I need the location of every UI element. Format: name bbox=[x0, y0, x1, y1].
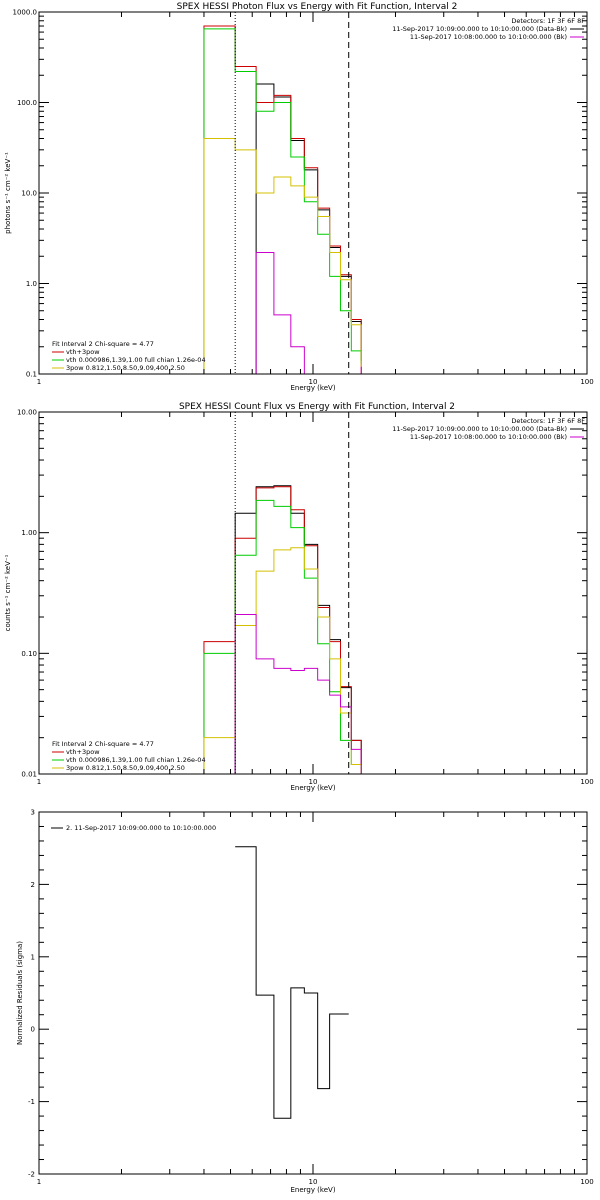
interval-data-label: 11-Sep-2017 10:09:00.000 to 10:10:00.000… bbox=[392, 25, 567, 33]
photon-flux-chart: SPEX HESSI Photon Flux vs Energy with Fi… bbox=[4, 2, 594, 392]
legend-label-3pow: 3pow 0.812,1.50,8.50,9.09,400,2.50 bbox=[66, 764, 185, 772]
interval-bk-label: 11-Sep-2017 10:08:00.000 to 10:10:00.000… bbox=[410, 33, 567, 41]
threshold-lines bbox=[234, 12, 350, 374]
header-block: Detectors: 1F 3F 6F 8F 11-Sep-2017 10:09… bbox=[392, 17, 585, 41]
legend: Fit Interval 2 Chi-square = 4.77 vth+3po… bbox=[52, 740, 206, 772]
series-data-bk bbox=[234, 485, 362, 774]
x-tick-label: 100 bbox=[580, 378, 593, 386]
series-layer bbox=[203, 25, 362, 375]
x-tick-label: 100 bbox=[580, 778, 593, 786]
x-tick-label: 10 bbox=[309, 1178, 318, 1186]
plot-frame bbox=[38, 411, 588, 775]
legend: Fit Interval 2 Chi-square = 4.77 vth+3po… bbox=[52, 340, 206, 372]
detectors-label: Detectors: 1F 3F 6F 8F bbox=[511, 17, 585, 25]
series-3pow bbox=[203, 547, 362, 774]
legend-label-3pow: 3pow 0.812,1.50,8.50,9.09,400,2.50 bbox=[66, 364, 185, 372]
x-tick-label: 100 bbox=[580, 1178, 593, 1186]
chart-title: SPEX HESSI Photon Flux vs Energy with Fi… bbox=[177, 2, 458, 12]
y-tick-label: 0.1 bbox=[26, 371, 37, 379]
y-tick-label: 2 bbox=[31, 881, 35, 889]
series-vth-3pow bbox=[203, 486, 362, 774]
series-2 bbox=[235, 846, 349, 1119]
y-axis-ticks: 0.1 1.0 10.0 100.0 1000.0 bbox=[13, 9, 587, 379]
x-axis-label: Energy (keV) bbox=[290, 784, 335, 792]
detectors-label: Detectors: 1F 3F 6F 8F bbox=[511, 417, 585, 425]
legend-fit-info: Fit Interval 2 Chi-square = 4.77 bbox=[52, 740, 154, 748]
legend: 2. 11-Sep-2017 10:09:00.000 to 10:10:00.… bbox=[51, 824, 216, 832]
series-data-bk bbox=[255, 83, 362, 374]
y-axis-label: photons s⁻¹ cm⁻² keV⁻¹ bbox=[4, 152, 12, 234]
y-tick-label: 1.0 bbox=[26, 280, 37, 288]
x-tick-label: 1 bbox=[37, 778, 41, 786]
x-axis-ticks: 1 10 100 bbox=[37, 412, 594, 786]
plot-frame bbox=[38, 11, 588, 375]
y-tick-label: -1 bbox=[28, 1098, 35, 1106]
y-tick-label: 0.01 bbox=[21, 771, 37, 779]
x-tick-label: 1 bbox=[37, 1178, 41, 1186]
y-tick-label: -2 bbox=[28, 1171, 35, 1179]
y-tick-label: 10.0 bbox=[21, 190, 37, 198]
y-tick-label: 1 bbox=[31, 953, 35, 961]
legend-label-vth: vth 0.000986,1.39,1.00 full chian 1.26e-… bbox=[66, 356, 206, 364]
y-tick-label: 1.00 bbox=[21, 529, 37, 537]
series-layer bbox=[235, 846, 349, 1119]
header-block: Detectors: 1F 3F 6F 8F 11-Sep-2017 10:09… bbox=[392, 417, 585, 441]
y-tick-label: 0 bbox=[31, 1026, 35, 1034]
x-axis-label: Energy (keV) bbox=[290, 1186, 335, 1194]
x-axis-ticks: 1 10 100 bbox=[37, 812, 594, 1186]
y-tick-label: 10.00 bbox=[17, 409, 37, 417]
series-bk bbox=[234, 613, 362, 774]
legend-label-residual: 2. 11-Sep-2017 10:09:00.000 to 10:10:00.… bbox=[66, 824, 216, 832]
chart-title: SPEX HESSI Count Flux vs Energy with Fit… bbox=[179, 402, 455, 412]
x-axis-label: Energy (keV) bbox=[290, 384, 335, 392]
legend-label-vth3pow: vth+3pow bbox=[66, 748, 100, 756]
series-vth bbox=[203, 28, 362, 374]
residuals-chart: 1 10 100 -2 -1 0 1 2 3 Energy (keV) Normalized … bbox=[16, 809, 594, 1195]
x-tick-label: 1 bbox=[37, 378, 41, 386]
count-flux-chart: SPEX HESSI Count Flux vs Energy with Fit… bbox=[4, 402, 594, 792]
y-tick-label: 3 bbox=[31, 809, 35, 817]
legend-fit-info: Fit Interval 2 Chi-square = 4.77 bbox=[52, 340, 154, 348]
y-axis-label: counts s⁻¹ cm⁻² keV⁻¹ bbox=[4, 554, 12, 631]
y-tick-label: 0.10 bbox=[21, 650, 37, 658]
y-axis-label: Normalized Residuals (sigma) bbox=[16, 941, 24, 1045]
y-axis-ticks: 0.01 0.10 1.00 10.00 bbox=[17, 409, 587, 779]
series-3pow bbox=[203, 138, 362, 374]
legend-label-vth3pow: vth+3pow bbox=[66, 348, 100, 356]
x-tick-label: 10 bbox=[309, 378, 318, 386]
x-axis-ticks: 1 10 100 bbox=[37, 12, 594, 386]
x-tick-label: 10 bbox=[309, 778, 318, 786]
series-bk bbox=[255, 252, 362, 375]
series-vth bbox=[203, 499, 362, 774]
legend-label-vth: vth 0.000986,1.39,1.00 full chian 1.26e-… bbox=[66, 756, 206, 764]
threshold-lines bbox=[234, 412, 350, 774]
y-tick-label: 100.0 bbox=[17, 99, 37, 107]
interval-bk-label: 11-Sep-2017 10:08:00.000 to 10:10:00.000… bbox=[410, 433, 567, 441]
series-vth-3pow bbox=[203, 25, 362, 374]
y-axis-ticks: -2 -1 0 1 2 3 bbox=[28, 809, 587, 1179]
series-layer bbox=[203, 485, 362, 774]
y-tick-label: 1000.0 bbox=[13, 9, 38, 17]
interval-data-label: 11-Sep-2017 10:09:00.000 to 10:10:00.000… bbox=[392, 425, 567, 433]
